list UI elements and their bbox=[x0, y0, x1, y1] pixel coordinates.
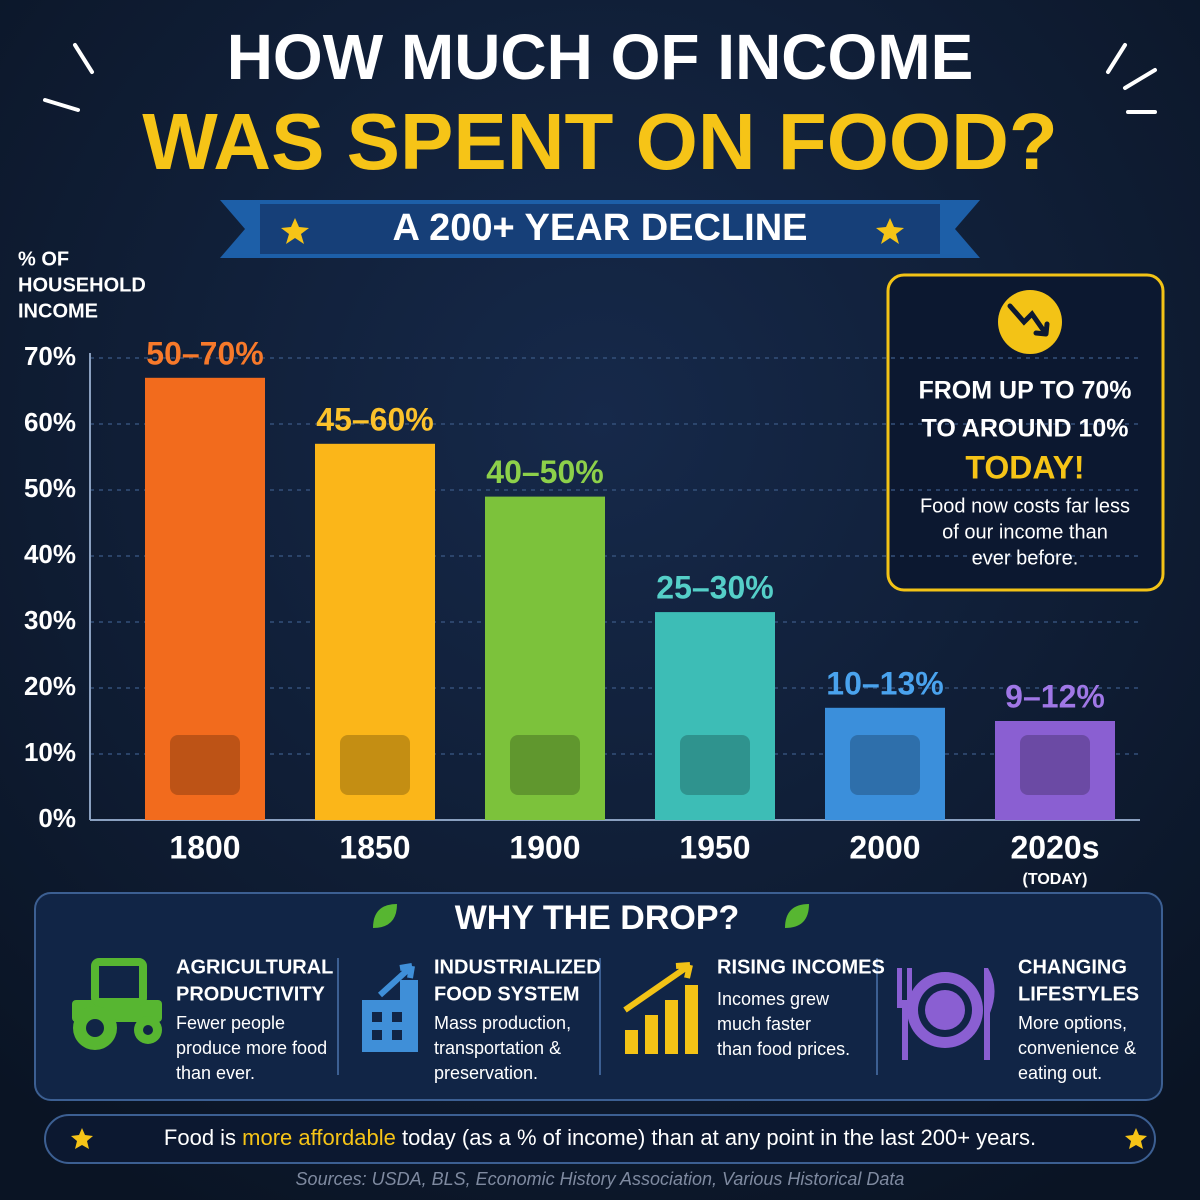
bar bbox=[315, 443, 435, 820]
reason-title: INDUSTRIALIZED bbox=[434, 956, 601, 978]
reason-icons bbox=[72, 958, 995, 1060]
x-tick-label: 1950 bbox=[679, 829, 750, 865]
reason-text: convenience & bbox=[1018, 1038, 1136, 1058]
subtitle: A 200+ YEAR DECLINE bbox=[393, 207, 808, 249]
banner bbox=[220, 200, 980, 258]
reason-text: Incomes grew bbox=[717, 989, 830, 1009]
y-tick-label: 10% bbox=[24, 737, 76, 767]
bar-icon bbox=[680, 735, 750, 795]
title-line: HOW MUCH OF INCOME bbox=[227, 21, 974, 93]
callout-line: FROM UP TO 70% bbox=[918, 377, 1131, 405]
bar-icon bbox=[1020, 735, 1090, 795]
y-tick-label: 20% bbox=[24, 671, 76, 701]
callout-body: of our income than bbox=[942, 521, 1108, 543]
y-tick-label: 60% bbox=[24, 407, 76, 437]
today-note: (TODAY) bbox=[1023, 871, 1088, 888]
range-label: 50–70% bbox=[146, 335, 263, 371]
footer-pill bbox=[44, 1114, 1156, 1164]
reason-text: produce more food bbox=[176, 1038, 327, 1058]
why-title: WHY THE DROP? bbox=[455, 899, 740, 937]
reason-text: than ever. bbox=[176, 1063, 255, 1083]
reason-title: CHANGING bbox=[1018, 956, 1127, 978]
reason-text: than food prices. bbox=[717, 1039, 850, 1059]
y-tick-label: 0% bbox=[38, 803, 76, 833]
callout-highlight: TODAY! bbox=[965, 449, 1084, 485]
footer-part: more affordable bbox=[242, 1125, 396, 1150]
bar bbox=[485, 496, 605, 820]
bar-icon bbox=[850, 735, 920, 795]
bar bbox=[825, 707, 945, 820]
x-tick-label: 2000 bbox=[849, 829, 920, 865]
y-tick-label: 40% bbox=[24, 539, 76, 569]
reason-text: Fewer people bbox=[176, 1013, 285, 1033]
bar-icon bbox=[170, 735, 240, 795]
reason-text: eating out. bbox=[1018, 1063, 1102, 1083]
reason-text: preservation. bbox=[434, 1063, 538, 1083]
star bbox=[876, 218, 904, 244]
sources: Sources: USDA, BLS, Economic History Ass… bbox=[296, 1169, 905, 1189]
bar bbox=[655, 612, 775, 820]
range-label: 45–60% bbox=[316, 401, 433, 437]
footer-part: Food is bbox=[164, 1125, 242, 1150]
reason-title: AGRICULTURAL bbox=[176, 956, 333, 978]
leaf bbox=[373, 904, 397, 928]
x-tick-label: 1850 bbox=[339, 829, 410, 865]
dividers bbox=[337, 958, 878, 1075]
bar bbox=[145, 377, 265, 820]
reason-text: much faster bbox=[717, 1014, 811, 1034]
footer: Food is more affordable today (as a % of… bbox=[164, 1125, 1036, 1150]
y-axis-label: % OF bbox=[18, 248, 69, 270]
callout-body: Food now costs far less bbox=[920, 495, 1130, 517]
bar bbox=[995, 721, 1115, 820]
range-label: 9–12% bbox=[1005, 678, 1105, 714]
range-label: 40–50% bbox=[486, 454, 603, 490]
y-tick-label: 30% bbox=[24, 605, 76, 635]
callout-box bbox=[886, 273, 1165, 592]
reason-title: LIFESTYLES bbox=[1018, 983, 1139, 1005]
x-tick-label: 2020s bbox=[1011, 829, 1100, 865]
star bbox=[1125, 1128, 1147, 1149]
reason-title: RISING INCOMES bbox=[717, 956, 885, 978]
x-tick-label: 1900 bbox=[509, 829, 580, 865]
star bbox=[71, 1128, 93, 1149]
bar-icon bbox=[510, 735, 580, 795]
footer-part: today (as a % of income) than at any poi… bbox=[396, 1125, 1036, 1150]
star bbox=[281, 218, 309, 244]
x-tick-label: 1800 bbox=[169, 829, 240, 865]
range-label: 10–13% bbox=[826, 665, 943, 701]
y-tick-label: 70% bbox=[24, 341, 76, 371]
y-axis-label: HOUSEHOLD bbox=[18, 274, 146, 296]
why-box bbox=[34, 892, 1163, 1101]
sparks bbox=[43, 43, 1157, 114]
reason-text: Mass production, bbox=[434, 1013, 571, 1033]
y-tick-label: 50% bbox=[24, 473, 76, 503]
callout-line: TO AROUND 10% bbox=[922, 415, 1129, 443]
bar-icon bbox=[340, 735, 410, 795]
reason-title: PRODUCTIVITY bbox=[176, 983, 326, 1005]
reason-text: transportation & bbox=[434, 1038, 561, 1058]
range-label: 25–30% bbox=[656, 570, 773, 606]
y-axis-label: INCOME bbox=[18, 300, 98, 322]
leaf bbox=[785, 904, 809, 928]
title-line: WAS SPENT ON FOOD? bbox=[142, 97, 1058, 186]
callout-body: ever before. bbox=[972, 547, 1079, 569]
reason-text: More options, bbox=[1018, 1013, 1127, 1033]
reason-title: FOOD SYSTEM bbox=[434, 983, 580, 1005]
